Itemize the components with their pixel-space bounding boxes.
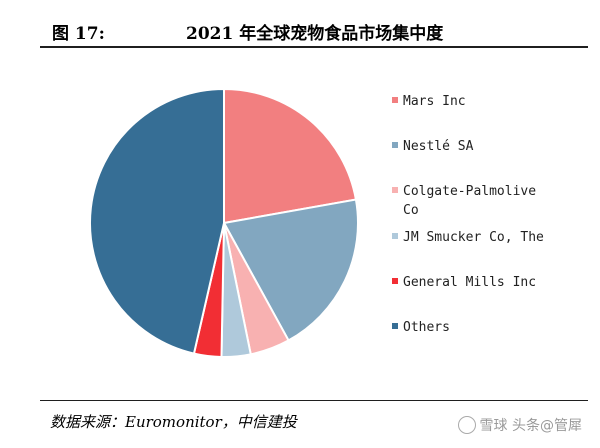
legend-swatch bbox=[392, 97, 398, 103]
legend-label-line1: General Mills Inc bbox=[403, 275, 537, 290]
pie-slice-mars-inc bbox=[223, 87, 358, 225]
watermark-text: 雪球 头条@管犀 bbox=[479, 418, 582, 434]
figure-label: 图 17: bbox=[52, 24, 105, 44]
legend-label: Others bbox=[403, 318, 563, 337]
legend-swatch bbox=[392, 187, 398, 193]
legend-swatch bbox=[392, 278, 398, 284]
legend-label: Mars Inc bbox=[403, 92, 563, 111]
legend-label: JM Smucker Co, The bbox=[403, 228, 563, 247]
pie-chart bbox=[88, 87, 359, 358]
pie-slice-others bbox=[88, 87, 225, 355]
figure-title: 2021 年全球宠物食品市场集中度 bbox=[186, 24, 444, 44]
legend-item-mars: Mars Inc bbox=[392, 92, 563, 111]
pie-slice-nestl-sa bbox=[222, 198, 359, 342]
legend-label-line1: Colgate-Palmolive bbox=[403, 184, 537, 199]
legend-label: Nestlé SA bbox=[403, 137, 563, 156]
legend-label-line1: Others bbox=[403, 320, 450, 335]
snowball-logo-icon bbox=[457, 416, 476, 434]
figure-header: 图 17: 2021 年全球宠物食品市场集中度 bbox=[40, 12, 588, 48]
legend-item-jm-smucker: JM Smucker Co, The bbox=[392, 228, 563, 247]
source-note: 数据来源：Euromonitor，中信建投 bbox=[50, 413, 297, 431]
legend-swatch bbox=[392, 233, 398, 239]
legend-label-line2: Co bbox=[403, 203, 419, 218]
legend-item-colgate: Colgate-Palmolive Co bbox=[392, 182, 563, 220]
legend-label: General Mills Inc bbox=[403, 273, 563, 292]
figure-footer: 数据来源：Euromonitor，中信建投 雪球 头条@管犀 bbox=[40, 400, 588, 441]
watermark: 雪球 头条@管犀 bbox=[457, 415, 582, 435]
legend-item-general-mills: General Mills Inc bbox=[392, 273, 563, 292]
legend-swatch bbox=[392, 142, 398, 148]
legend-label-line1: JM Smucker Co, The bbox=[403, 230, 544, 245]
legend-item-others: Others bbox=[392, 318, 563, 337]
legend-label: Colgate-Palmolive Co bbox=[403, 182, 563, 220]
legend-label-line1: Mars Inc bbox=[403, 94, 466, 109]
legend-swatch bbox=[392, 323, 398, 329]
pie-slices bbox=[88, 87, 359, 358]
legend-label-line1: Nestlé SA bbox=[403, 139, 474, 154]
legend-item-nestle: Nestlé SA bbox=[392, 137, 563, 156]
